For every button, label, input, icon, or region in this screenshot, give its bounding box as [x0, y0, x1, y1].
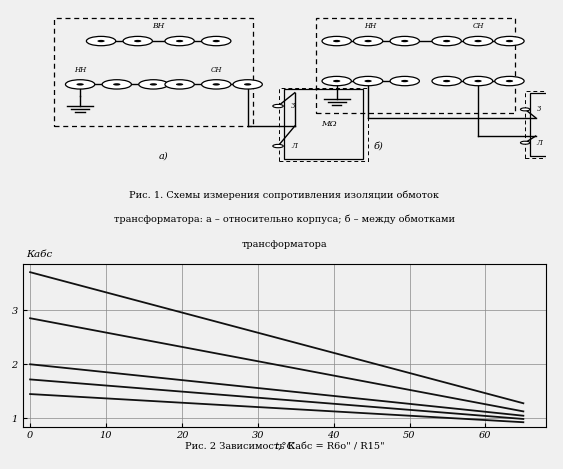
Circle shape	[463, 37, 493, 45]
Bar	[54, 18, 253, 126]
Circle shape	[102, 80, 131, 89]
Circle shape	[364, 80, 372, 82]
Circle shape	[354, 76, 383, 86]
Circle shape	[123, 37, 153, 45]
Circle shape	[443, 40, 450, 42]
Circle shape	[202, 37, 231, 45]
Circle shape	[113, 83, 120, 85]
Circle shape	[432, 76, 461, 86]
Text: а): а)	[159, 151, 169, 160]
Circle shape	[463, 76, 493, 86]
Circle shape	[495, 37, 524, 45]
Circle shape	[165, 37, 194, 45]
Bar	[279, 88, 368, 161]
Circle shape	[213, 83, 220, 85]
Circle shape	[401, 80, 408, 82]
Circle shape	[432, 37, 461, 45]
Text: МΩ: МΩ	[321, 121, 337, 129]
Text: З: З	[537, 106, 541, 113]
Bar	[525, 91, 563, 158]
Circle shape	[495, 76, 524, 86]
Text: Л: Л	[291, 142, 297, 150]
Circle shape	[333, 80, 341, 82]
Text: Рис. 1. Схемы измерения сопротивления изоляции обмоток: Рис. 1. Схемы измерения сопротивления из…	[129, 190, 439, 200]
Text: Рис. 2 Зависимость Кабс = R6o" / R15": Рис. 2 Зависимость Кабс = R6o" / R15"	[185, 442, 384, 452]
Circle shape	[401, 40, 408, 42]
Circle shape	[322, 76, 351, 86]
Circle shape	[138, 80, 168, 89]
Circle shape	[443, 80, 450, 82]
Circle shape	[97, 40, 105, 42]
Bar	[284, 90, 363, 159]
Circle shape	[86, 37, 116, 45]
Circle shape	[390, 37, 419, 45]
Circle shape	[244, 83, 251, 85]
Text: З: З	[291, 102, 296, 110]
Circle shape	[475, 40, 482, 42]
Circle shape	[273, 105, 283, 108]
Text: Л: Л	[537, 139, 543, 147]
Circle shape	[364, 40, 372, 42]
Circle shape	[213, 40, 220, 42]
Circle shape	[273, 144, 283, 148]
Circle shape	[520, 141, 530, 144]
Circle shape	[506, 40, 513, 42]
Text: трансформатора: трансформатора	[242, 240, 327, 249]
Text: СН: СН	[472, 22, 484, 30]
Circle shape	[65, 80, 95, 89]
Circle shape	[77, 83, 84, 85]
Circle shape	[520, 108, 530, 111]
Circle shape	[176, 83, 184, 85]
Circle shape	[202, 80, 231, 89]
Circle shape	[333, 40, 341, 42]
Text: НН: НН	[74, 66, 86, 74]
Circle shape	[150, 83, 157, 85]
X-axis label: t,°C: t,°C	[274, 442, 294, 451]
Circle shape	[322, 37, 351, 45]
Circle shape	[134, 40, 141, 42]
Text: СН: СН	[211, 66, 222, 74]
Text: НН: НН	[365, 22, 377, 30]
Text: б): б)	[374, 142, 383, 151]
Circle shape	[475, 80, 482, 82]
Text: трансформатора: а – относительно корпуса; б – между обмотками: трансформатора: а – относительно корпуса…	[114, 214, 455, 224]
Bar	[530, 93, 563, 156]
Text: ВН: ВН	[153, 22, 165, 30]
Circle shape	[354, 37, 383, 45]
Circle shape	[165, 80, 194, 89]
Circle shape	[233, 80, 262, 89]
Text: Кабс: Кабс	[26, 250, 52, 258]
Circle shape	[176, 40, 184, 42]
Bar	[316, 18, 515, 113]
Circle shape	[390, 76, 419, 86]
Circle shape	[506, 80, 513, 82]
